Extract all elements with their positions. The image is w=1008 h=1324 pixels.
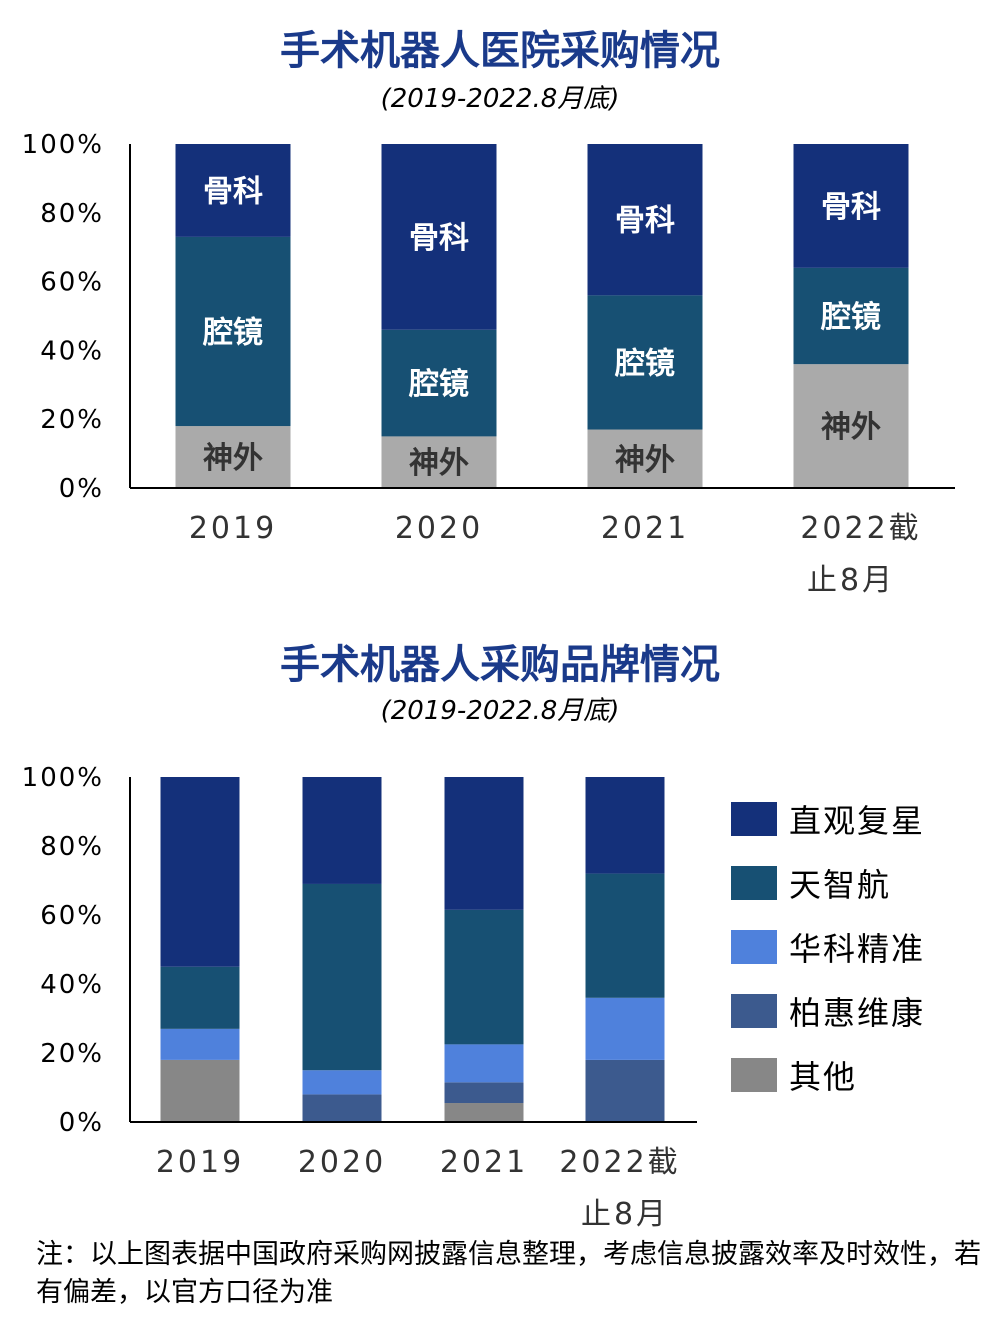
- y-tick-label: 40%: [40, 970, 104, 1000]
- bar-segment: [585, 873, 665, 998]
- bar-segment: [585, 1059, 665, 1122]
- y-tick-label: 80%: [40, 832, 104, 862]
- bar-segment: [793, 267, 909, 365]
- legend-swatch: [731, 866, 777, 900]
- segment-label: 神外: [821, 410, 881, 445]
- y-tick-label: 20%: [40, 405, 104, 435]
- footnote: 注：以上图表据中国政府采购网披露信息整理，考虑信息披露效率及时效性，若有偏差，以…: [36, 1239, 981, 1308]
- bar-segment: [160, 1028, 240, 1060]
- x-tick-label: 2021: [440, 1145, 528, 1180]
- bar-segment: [587, 295, 703, 430]
- x-tick-label: 2019: [189, 511, 277, 546]
- y-tick-label: 60%: [40, 268, 104, 298]
- bar-segment: [175, 426, 291, 488]
- segment-label: 骨科: [409, 221, 469, 256]
- bar-segment: [381, 329, 497, 437]
- y-tick-label: 0%: [59, 1108, 104, 1138]
- bar-segment: [793, 364, 909, 488]
- bar-segment: [160, 777, 240, 967]
- x-tick-label: 2021: [601, 511, 689, 546]
- segment-label: 神外: [203, 441, 263, 476]
- legend-swatch: [731, 930, 777, 964]
- bar-segment: [160, 1059, 240, 1122]
- bar-segment: [587, 429, 703, 488]
- bar-segment: [444, 1103, 524, 1122]
- y-tick-label: 100%: [22, 130, 104, 160]
- x-tick-label: 止8月: [581, 1197, 669, 1232]
- segment-label: 骨科: [615, 204, 675, 239]
- legend-label: 直观复星: [789, 802, 925, 840]
- y-tick-label: 20%: [40, 1039, 104, 1069]
- bar-segment: [302, 1070, 382, 1095]
- bar-segment: [302, 777, 382, 884]
- chart1-subtitle: (2019-2022.8月底): [380, 84, 620, 114]
- chart2-title: 手术机器人采购品牌情况: [280, 642, 720, 688]
- x-tick-label: 2020: [395, 511, 483, 546]
- bar-segment: [175, 236, 291, 427]
- x-tick-label: 2020: [298, 1145, 386, 1180]
- legend-swatch: [731, 802, 777, 836]
- bar-segment: [381, 436, 497, 488]
- y-tick-label: 100%: [22, 763, 104, 793]
- segment-label: 腔镜: [202, 315, 263, 350]
- x-tick-label: 2022截: [800, 511, 921, 546]
- legend-swatch: [731, 994, 777, 1028]
- legend-label: 天智航: [789, 866, 891, 904]
- legend-label: 华科精准: [789, 930, 925, 968]
- segment-label: 骨科: [821, 190, 881, 225]
- segment-label: 神外: [409, 446, 469, 481]
- y-tick-label: 80%: [40, 199, 104, 229]
- legend-label: 柏惠维康: [789, 994, 925, 1032]
- bar-segment: [175, 144, 291, 237]
- bar-segment: [793, 144, 909, 268]
- segment-label: 腔镜: [614, 346, 675, 381]
- bar-segment: [585, 777, 665, 874]
- bar-segment: [587, 144, 703, 296]
- bar-segment: [444, 909, 524, 1045]
- segment-label: 腔镜: [820, 300, 881, 335]
- segment-label: 腔镜: [408, 367, 469, 402]
- x-tick-label: 2019: [156, 1145, 244, 1180]
- bar-segment: [302, 1094, 382, 1122]
- y-tick-label: 40%: [40, 336, 104, 366]
- segment-label: 骨科: [203, 174, 263, 209]
- chart1-title: 手术机器人医院采购情况: [280, 28, 720, 74]
- segment-label: 神外: [615, 443, 675, 478]
- bar-segment: [381, 144, 497, 330]
- legend-label: 其他: [789, 1058, 857, 1096]
- bar-segment: [302, 883, 382, 1071]
- bar-segment: [444, 777, 524, 910]
- legend-swatch: [731, 1058, 777, 1092]
- bar-segment: [160, 966, 240, 1029]
- y-tick-label: 0%: [59, 474, 104, 504]
- y-tick-label: 60%: [40, 901, 104, 931]
- bar-segment: [444, 1044, 524, 1083]
- chart2-subtitle: (2019-2022.8月底): [380, 696, 620, 726]
- bar-segment: [444, 1082, 524, 1104]
- bar-segment: [585, 997, 665, 1060]
- x-tick-label: 止8月: [807, 563, 895, 598]
- x-tick-label: 2022截: [559, 1145, 680, 1180]
